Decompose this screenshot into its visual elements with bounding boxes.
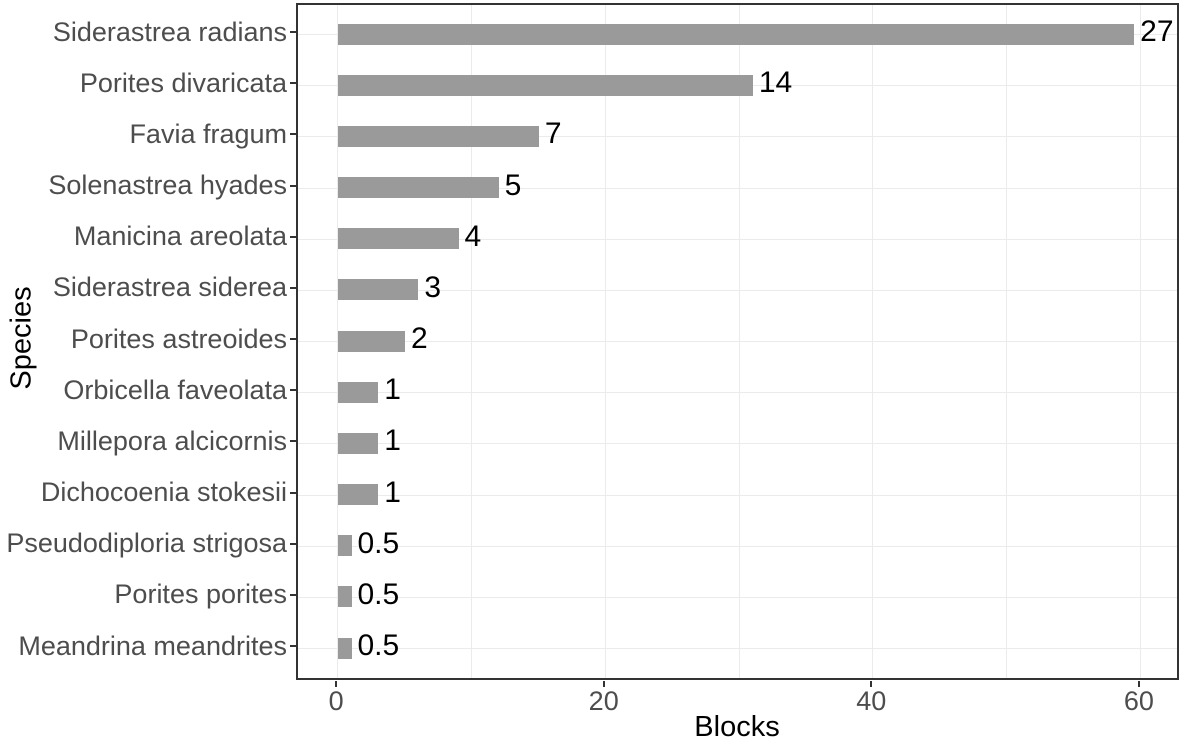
bar-value-label: 14 bbox=[758, 66, 793, 100]
bar-value-label: 0.5 bbox=[357, 577, 400, 611]
y-gridline bbox=[298, 648, 1177, 649]
bar-value-label: 2 bbox=[411, 322, 428, 355]
x-axis-title: Blocks bbox=[694, 711, 780, 743]
y-axis-title: Species bbox=[5, 286, 38, 390]
x-tick-label: 40 bbox=[856, 686, 887, 716]
y-tick-label: Orbicella faveolata bbox=[63, 374, 287, 405]
bar bbox=[338, 484, 379, 505]
y-tick-label: Siderastrea siderea bbox=[52, 272, 287, 303]
y-tick-label: Porites astreoides bbox=[70, 323, 287, 354]
x-tick-mark bbox=[1137, 681, 1140, 687]
bar-value-label: 7 bbox=[544, 117, 562, 151]
bar-value-label: 27 bbox=[1140, 15, 1174, 48]
y-gridline bbox=[298, 341, 1177, 342]
y-gridline bbox=[298, 289, 1177, 291]
y-tick-mark bbox=[290, 31, 296, 33]
y-tick-mark bbox=[290, 235, 296, 238]
y-tick-label: Millepora alcicornis bbox=[57, 425, 287, 456]
bar bbox=[338, 432, 379, 454]
bar bbox=[338, 330, 406, 352]
y-tick-mark bbox=[290, 593, 296, 596]
x-tick-mark bbox=[870, 681, 873, 687]
bar-value-label: 1 bbox=[384, 424, 401, 458]
bar bbox=[338, 637, 352, 659]
x-tick-mark bbox=[335, 681, 338, 687]
y-gridline bbox=[298, 136, 1177, 138]
y-tick-mark bbox=[290, 491, 296, 494]
y-tick-label: Porites porites bbox=[114, 579, 287, 610]
y-tick-label: Favia fragum bbox=[129, 118, 287, 149]
bar bbox=[338, 279, 419, 301]
y-tick-mark bbox=[290, 440, 296, 443]
y-gridline bbox=[298, 187, 1177, 189]
y-tick-mark bbox=[290, 645, 296, 647]
y-tick-mark bbox=[290, 542, 296, 545]
x-tick-label: 60 bbox=[1123, 686, 1154, 716]
x-tick-label: 20 bbox=[588, 686, 619, 716]
y-tick-label: Siderastrea radians bbox=[52, 16, 287, 47]
y-gridline bbox=[298, 545, 1177, 547]
y-gridline bbox=[298, 494, 1177, 496]
bar bbox=[338, 535, 352, 557]
bar bbox=[338, 381, 379, 403]
bar bbox=[338, 177, 499, 198]
y-tick-mark bbox=[290, 338, 296, 340]
bar-value-label: 3 bbox=[424, 270, 442, 304]
bar bbox=[338, 228, 459, 250]
plot-panel bbox=[296, 3, 1179, 680]
y-tick-label: Dichocoenia stokesii bbox=[40, 477, 287, 507]
y-tick-label: Porites divaricata bbox=[79, 67, 287, 98]
bar-value-label: 0.5 bbox=[357, 526, 400, 560]
y-tick-label: Solenastrea hyades bbox=[48, 170, 287, 200]
bar-value-label: 0.5 bbox=[357, 629, 400, 662]
y-tick-mark bbox=[290, 389, 296, 392]
y-gridline bbox=[298, 392, 1177, 394]
y-tick-mark bbox=[290, 133, 296, 136]
bar-value-label: 5 bbox=[504, 168, 522, 202]
y-tick-mark bbox=[290, 184, 296, 187]
bar bbox=[338, 586, 352, 608]
bar-value-label: 4 bbox=[464, 219, 482, 253]
y-tick-mark bbox=[290, 286, 296, 289]
y-gridline bbox=[298, 238, 1177, 240]
bar-value-label: 1 bbox=[384, 475, 401, 509]
x-tick-mark bbox=[602, 681, 605, 687]
bar bbox=[338, 125, 539, 147]
y-tick-label: Manicina areolata bbox=[73, 221, 287, 252]
y-gridline bbox=[298, 596, 1177, 598]
x-tick-label: 0 bbox=[328, 686, 344, 716]
bar-value-label: 1 bbox=[384, 373, 401, 407]
y-gridline bbox=[298, 443, 1177, 445]
y-tick-label: Pseudodiploria strigosa bbox=[6, 528, 287, 559]
bar bbox=[338, 23, 1135, 45]
y-tick-mark bbox=[290, 82, 296, 85]
y-tick-label: Meandrina meandrites bbox=[18, 630, 287, 661]
bar bbox=[338, 74, 753, 96]
